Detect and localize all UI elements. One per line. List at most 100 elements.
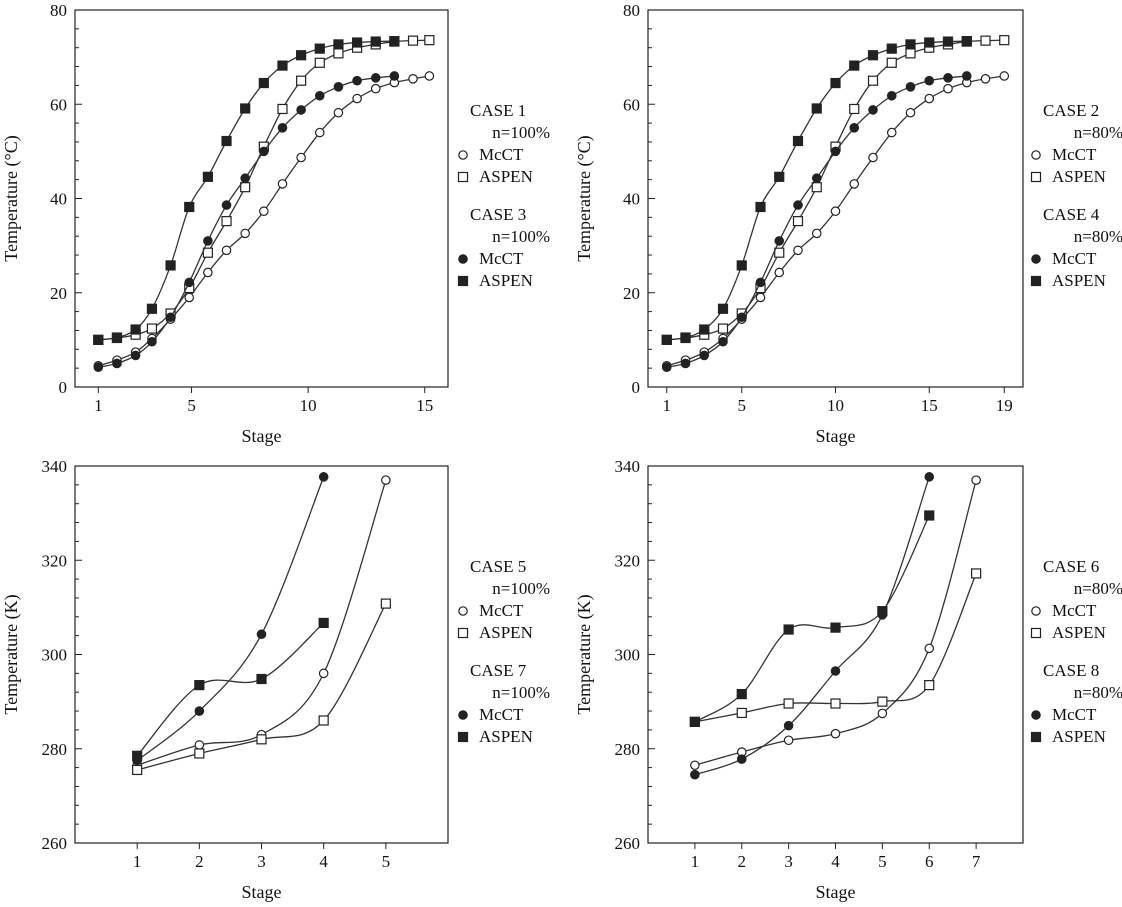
legend-case-title: CASE 6 bbox=[1043, 557, 1099, 576]
data-point bbox=[849, 179, 860, 189]
data-point bbox=[203, 267, 213, 278]
data-point bbox=[370, 36, 381, 47]
data-point bbox=[736, 260, 747, 271]
data-point bbox=[256, 734, 267, 745]
data-point bbox=[258, 77, 269, 89]
data-point bbox=[755, 292, 766, 303]
data-point bbox=[867, 50, 879, 61]
data-point bbox=[277, 123, 288, 133]
data-point bbox=[811, 103, 822, 114]
data-point bbox=[830, 698, 841, 709]
series-case-7-mcct bbox=[132, 472, 329, 766]
series-line bbox=[98, 75, 430, 367]
legend-entry-label: ASPEN bbox=[1052, 623, 1106, 642]
y-tick-label: 40 bbox=[623, 190, 640, 209]
x-tick-label: 5 bbox=[382, 852, 391, 871]
x-tick-label: 7 bbox=[972, 852, 981, 871]
y-tick-label: 80 bbox=[623, 1, 640, 20]
legend-marker bbox=[1030, 731, 1042, 743]
data-point bbox=[980, 35, 991, 46]
x-tick-label: 3 bbox=[257, 852, 266, 871]
data-point bbox=[680, 358, 691, 369]
data-point bbox=[811, 182, 822, 193]
data-point bbox=[240, 182, 251, 193]
data-point bbox=[296, 105, 306, 115]
data-point bbox=[980, 74, 991, 84]
data-point bbox=[690, 769, 700, 780]
series-case-7-aspen bbox=[132, 617, 329, 761]
data-point bbox=[999, 71, 1010, 81]
data-point bbox=[830, 77, 841, 89]
legend-marker bbox=[1031, 254, 1041, 264]
data-point bbox=[849, 103, 860, 115]
data-point bbox=[146, 323, 158, 334]
plot-frame bbox=[647, 465, 1024, 844]
legend-case-title: CASE 4 bbox=[1043, 205, 1100, 224]
y-axis-label: Temperature (°C) bbox=[1, 135, 22, 261]
data-point bbox=[407, 35, 419, 46]
x-tick-label: 5 bbox=[187, 396, 196, 415]
data-point bbox=[699, 324, 710, 335]
data-point bbox=[333, 107, 344, 118]
data-point bbox=[811, 228, 822, 239]
data-point bbox=[314, 57, 325, 68]
data-point bbox=[924, 680, 935, 691]
data-point bbox=[849, 60, 860, 71]
x-axis-label: Stage bbox=[242, 882, 282, 902]
x-axis-label: Stage bbox=[816, 882, 856, 902]
legend-entry-label: McCT bbox=[479, 249, 524, 268]
data-point bbox=[877, 606, 888, 617]
y-tick-label: 0 bbox=[59, 378, 68, 397]
data-point bbox=[661, 334, 672, 345]
data-point bbox=[783, 698, 794, 709]
data-point bbox=[793, 245, 803, 256]
data-point bbox=[277, 179, 288, 189]
data-point bbox=[924, 472, 935, 482]
data-point bbox=[318, 472, 329, 482]
data-point bbox=[203, 236, 213, 246]
data-point bbox=[690, 760, 700, 771]
data-point bbox=[184, 201, 195, 213]
chart-panel-4: 260 280 300 320 340 1 2 3 4 5 6 7 Stage Temperature (… bbox=[574, 457, 1122, 902]
legend-entry-label: McCT bbox=[1052, 249, 1097, 268]
series-case-6-aspen bbox=[689, 568, 982, 727]
legend-marker bbox=[1031, 150, 1041, 160]
data-point bbox=[352, 93, 362, 104]
series-line bbox=[136, 622, 325, 757]
legend-case-title: CASE 2 bbox=[1043, 101, 1099, 120]
data-point bbox=[318, 668, 329, 679]
legend-marker bbox=[1031, 710, 1041, 720]
data-point bbox=[221, 135, 232, 147]
legend-marker bbox=[458, 150, 468, 160]
y-tick-label: 20 bbox=[623, 284, 640, 303]
data-point bbox=[194, 680, 205, 691]
legend: CASE 6 n=80% McCT ASPEN CASE 8 n=80% McCT ASPEN bbox=[1030, 557, 1122, 746]
data-point bbox=[971, 568, 982, 579]
data-point bbox=[877, 708, 888, 719]
data-point bbox=[905, 82, 916, 92]
legend-efficiency: n=80% bbox=[1074, 227, 1122, 246]
data-point bbox=[296, 152, 306, 163]
data-point bbox=[389, 71, 400, 81]
y-tick-label: 340 bbox=[42, 457, 68, 476]
data-point bbox=[380, 598, 391, 609]
data-point bbox=[424, 35, 435, 46]
data-point bbox=[184, 277, 195, 288]
y-tick-label: 320 bbox=[615, 551, 641, 570]
x-tick-label: 10 bbox=[827, 396, 844, 415]
plot-frame bbox=[74, 465, 449, 844]
legend-marker bbox=[457, 171, 469, 183]
data-point bbox=[314, 90, 325, 101]
data-point bbox=[277, 103, 288, 115]
x-tick-label: 15 bbox=[416, 396, 433, 415]
data-point bbox=[774, 171, 785, 182]
series-line bbox=[694, 515, 930, 723]
x-tick-label: 1 bbox=[691, 852, 700, 871]
legend-marker bbox=[458, 710, 468, 720]
legend-case-title: CASE 8 bbox=[1043, 661, 1099, 680]
data-point bbox=[130, 324, 141, 335]
data-point bbox=[259, 146, 269, 157]
data-point bbox=[792, 135, 804, 147]
data-point bbox=[370, 73, 381, 83]
